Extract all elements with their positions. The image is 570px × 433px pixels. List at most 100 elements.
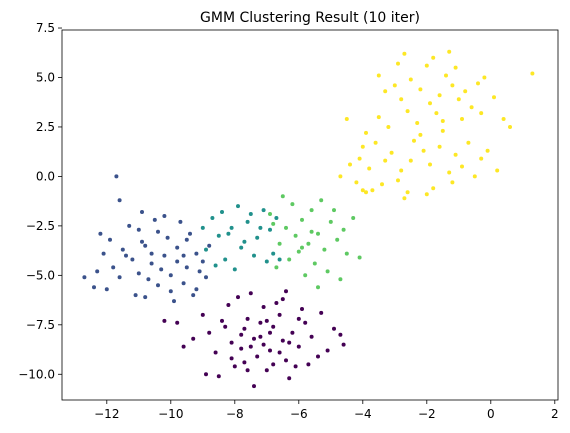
x-tick-label: −10 xyxy=(158,407,183,421)
data-point xyxy=(271,221,276,226)
y-tick-label: −10.0 xyxy=(18,367,55,381)
data-point xyxy=(104,287,109,292)
data-point xyxy=(447,170,452,175)
data-point xyxy=(130,257,135,262)
data-point xyxy=(290,330,295,335)
data-point xyxy=(296,316,301,321)
data-point xyxy=(338,174,343,179)
data-point xyxy=(258,225,263,230)
data-point xyxy=(271,251,276,256)
data-point xyxy=(405,109,410,114)
data-point xyxy=(223,257,228,262)
data-point xyxy=(392,83,397,88)
data-point xyxy=(412,138,416,143)
data-point xyxy=(204,275,208,280)
data-point xyxy=(293,233,298,238)
data-point xyxy=(184,237,189,242)
data-point xyxy=(213,350,218,355)
data-point xyxy=(268,212,272,216)
data-point xyxy=(210,216,215,220)
data-point xyxy=(364,190,368,195)
data-point xyxy=(380,182,384,187)
data-point xyxy=(264,259,269,264)
data-point xyxy=(335,237,340,242)
data-point xyxy=(338,277,343,282)
data-point xyxy=(232,267,237,272)
data-point xyxy=(444,73,448,78)
plot-frame xyxy=(61,29,559,401)
data-point xyxy=(360,188,365,193)
x-tick-label: 0 xyxy=(487,407,495,421)
data-point xyxy=(408,158,413,163)
cluster-4-points xyxy=(338,49,535,201)
data-point xyxy=(258,320,263,325)
data-point xyxy=(293,364,298,369)
data-point xyxy=(287,340,292,345)
data-point xyxy=(175,320,180,325)
data-point xyxy=(341,227,346,232)
data-point xyxy=(242,360,247,365)
data-point xyxy=(184,265,189,270)
data-point xyxy=(127,223,132,228)
data-point xyxy=(172,299,176,304)
data-point xyxy=(399,97,404,102)
data-point xyxy=(220,210,224,214)
data-point xyxy=(492,95,496,100)
data-point xyxy=(248,291,253,296)
data-point xyxy=(229,356,234,361)
data-point xyxy=(316,231,320,236)
data-point xyxy=(460,117,464,121)
data-point xyxy=(469,105,474,110)
data-point xyxy=(264,368,269,373)
data-point xyxy=(437,144,442,149)
data-point xyxy=(482,75,487,80)
data-point xyxy=(124,253,128,258)
data-point xyxy=(367,166,372,171)
data-point xyxy=(226,231,231,236)
x-tick-label: −8 xyxy=(226,407,244,421)
data-point xyxy=(152,217,157,222)
x-tick-label: −4 xyxy=(354,407,372,421)
data-point xyxy=(530,71,535,76)
data-point xyxy=(277,257,282,262)
data-point xyxy=(245,368,250,373)
data-point xyxy=(280,297,285,302)
data-point xyxy=(248,344,253,349)
data-point xyxy=(258,334,263,339)
data-point xyxy=(376,73,381,78)
data-point xyxy=(424,63,429,68)
data-point xyxy=(274,216,279,220)
data-point xyxy=(92,285,96,290)
y-tick-label: 5.0 xyxy=(36,70,55,84)
data-point xyxy=(402,51,407,56)
data-point xyxy=(440,128,445,133)
data-point xyxy=(280,194,285,199)
data-point xyxy=(197,269,202,274)
data-point xyxy=(245,219,250,224)
data-point xyxy=(236,295,240,300)
data-point xyxy=(386,125,391,129)
data-point xyxy=(181,253,186,258)
data-point xyxy=(284,358,288,363)
y-tick-label: −5.0 xyxy=(26,268,55,282)
data-point xyxy=(309,208,314,213)
data-point xyxy=(162,318,167,323)
data-point xyxy=(338,332,343,337)
data-point xyxy=(447,49,452,54)
data-point xyxy=(440,119,445,123)
data-point xyxy=(373,140,378,145)
data-point xyxy=(319,198,324,203)
data-point xyxy=(146,277,151,282)
x-tick-label: −12 xyxy=(94,407,119,421)
data-point xyxy=(271,324,276,329)
data-point xyxy=(255,354,260,359)
data-point xyxy=(162,253,167,258)
data-point xyxy=(280,338,285,343)
data-point xyxy=(255,235,260,240)
data-point xyxy=(364,130,368,135)
data-point xyxy=(136,271,141,276)
y-tick-label: 0.0 xyxy=(36,169,55,183)
data-point xyxy=(156,283,160,288)
data-point xyxy=(200,312,205,317)
axes-layer: −12 −10 −8 −6 −4 −2 0 2 −10.0 −7.5 −5.0 −2.5 0.0 2.5 5… xyxy=(18,21,558,421)
